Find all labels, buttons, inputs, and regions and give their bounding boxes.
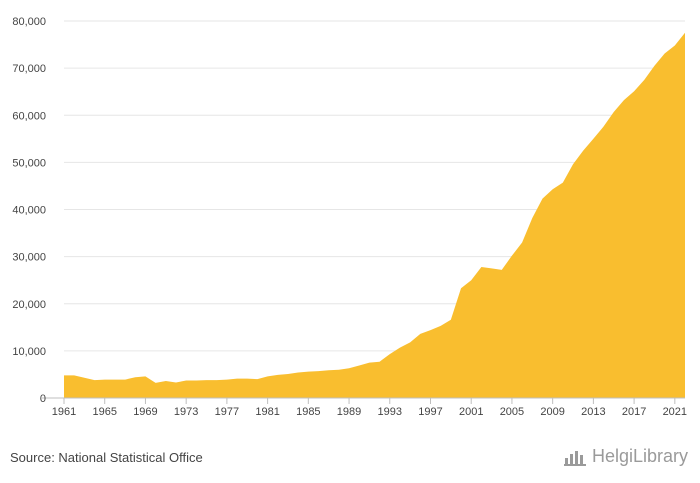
x-tick-label: 1965 [92, 406, 116, 418]
brand-name: HelgiLibrary [591, 446, 688, 466]
area-layer [64, 32, 685, 398]
gridlines [64, 20, 685, 352]
y-tick-label: 40,000 [12, 205, 46, 217]
x-tick-label: 1969 [133, 406, 157, 418]
x-tick-label: 2013 [581, 406, 605, 418]
brand-logo[interactable]: HelgiLibrary [563, 446, 688, 467]
x-tick-label: 1993 [378, 406, 402, 418]
y-tick-label: 10,000 [12, 346, 46, 358]
x-tick-label: 2017 [622, 406, 646, 418]
x-tick-label: 2021 [663, 406, 687, 418]
x-tick-label: 1997 [418, 406, 442, 418]
y-tick-label: 50,000 [12, 157, 46, 169]
y-tick-label: 80,000 [12, 16, 46, 28]
y-tick-label: 70,000 [12, 63, 46, 75]
source-note: Source: National Statistical Office [10, 450, 203, 465]
x-tick-label: 2001 [459, 406, 483, 418]
y-tick-label: 30,000 [12, 252, 46, 264]
y-tick-label: 60,000 [12, 110, 46, 122]
x-tick-label: 2005 [500, 406, 524, 418]
x-axis-ticks: 1961 1965 1969 1973 1977 1981 1985 1989 1993 1997… [52, 398, 687, 418]
x-tick-label: 1973 [174, 406, 198, 418]
x-tick-label: 2009 [540, 406, 564, 418]
x-tick-label: 1989 [337, 406, 361, 418]
y-tick-label: 20,000 [12, 299, 46, 311]
area-series [64, 32, 685, 398]
x-tick-label: 1981 [255, 406, 279, 418]
area-chart: 0 10,000 20,000 30,000 40,000 50,000 60,000 70,… [12, 16, 687, 418]
x-tick-label: 1985 [296, 406, 320, 418]
library-icon [563, 450, 586, 466]
y-tick-label: 0 [40, 393, 46, 405]
x-tick-label: 1961 [52, 406, 76, 418]
y-axis-ticks: 0 10,000 20,000 30,000 40,000 50,000 60,000 70,… [12, 16, 46, 405]
x-tick-label: 1977 [215, 406, 239, 418]
